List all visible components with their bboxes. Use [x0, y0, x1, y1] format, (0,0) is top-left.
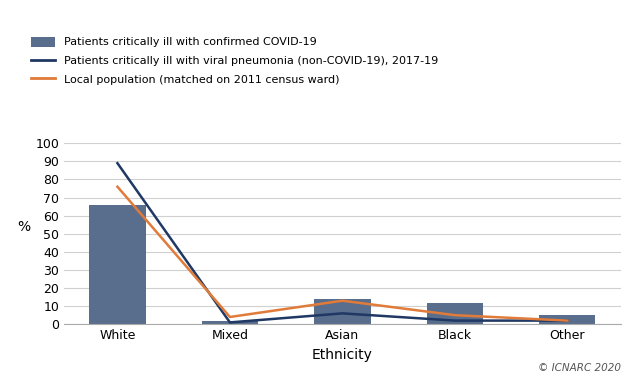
Y-axis label: %: % [17, 220, 31, 234]
Bar [427, 302, 483, 324]
Bar [90, 205, 145, 324]
Legend: Patients critically ill with confirmed COVID-19, Patients critically ill with vi: Patients critically ill with confirmed C… [31, 37, 438, 84]
X-axis label: Ethnicity: Ethnicity [312, 348, 373, 362]
Bar [202, 320, 258, 324]
Bar [314, 299, 371, 324]
Bar [540, 315, 595, 324]
Text: © ICNARC 2020: © ICNARC 2020 [538, 363, 621, 373]
